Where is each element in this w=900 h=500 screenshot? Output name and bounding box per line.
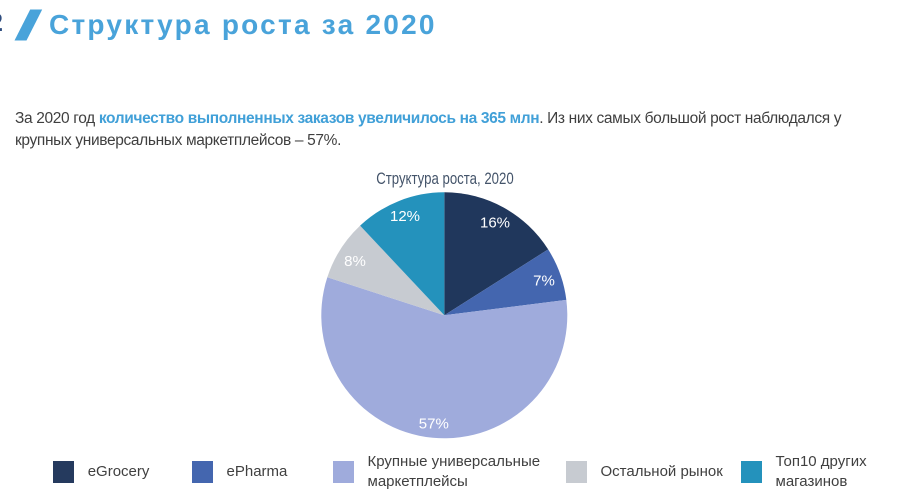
svg-text:7%: 7% <box>533 273 555 290</box>
svg-text:16%: 16% <box>480 215 510 232</box>
svg-text:57%: 57% <box>419 415 449 432</box>
svg-text:12%: 12% <box>390 208 420 225</box>
svg-text:8%: 8% <box>344 253 366 270</box>
